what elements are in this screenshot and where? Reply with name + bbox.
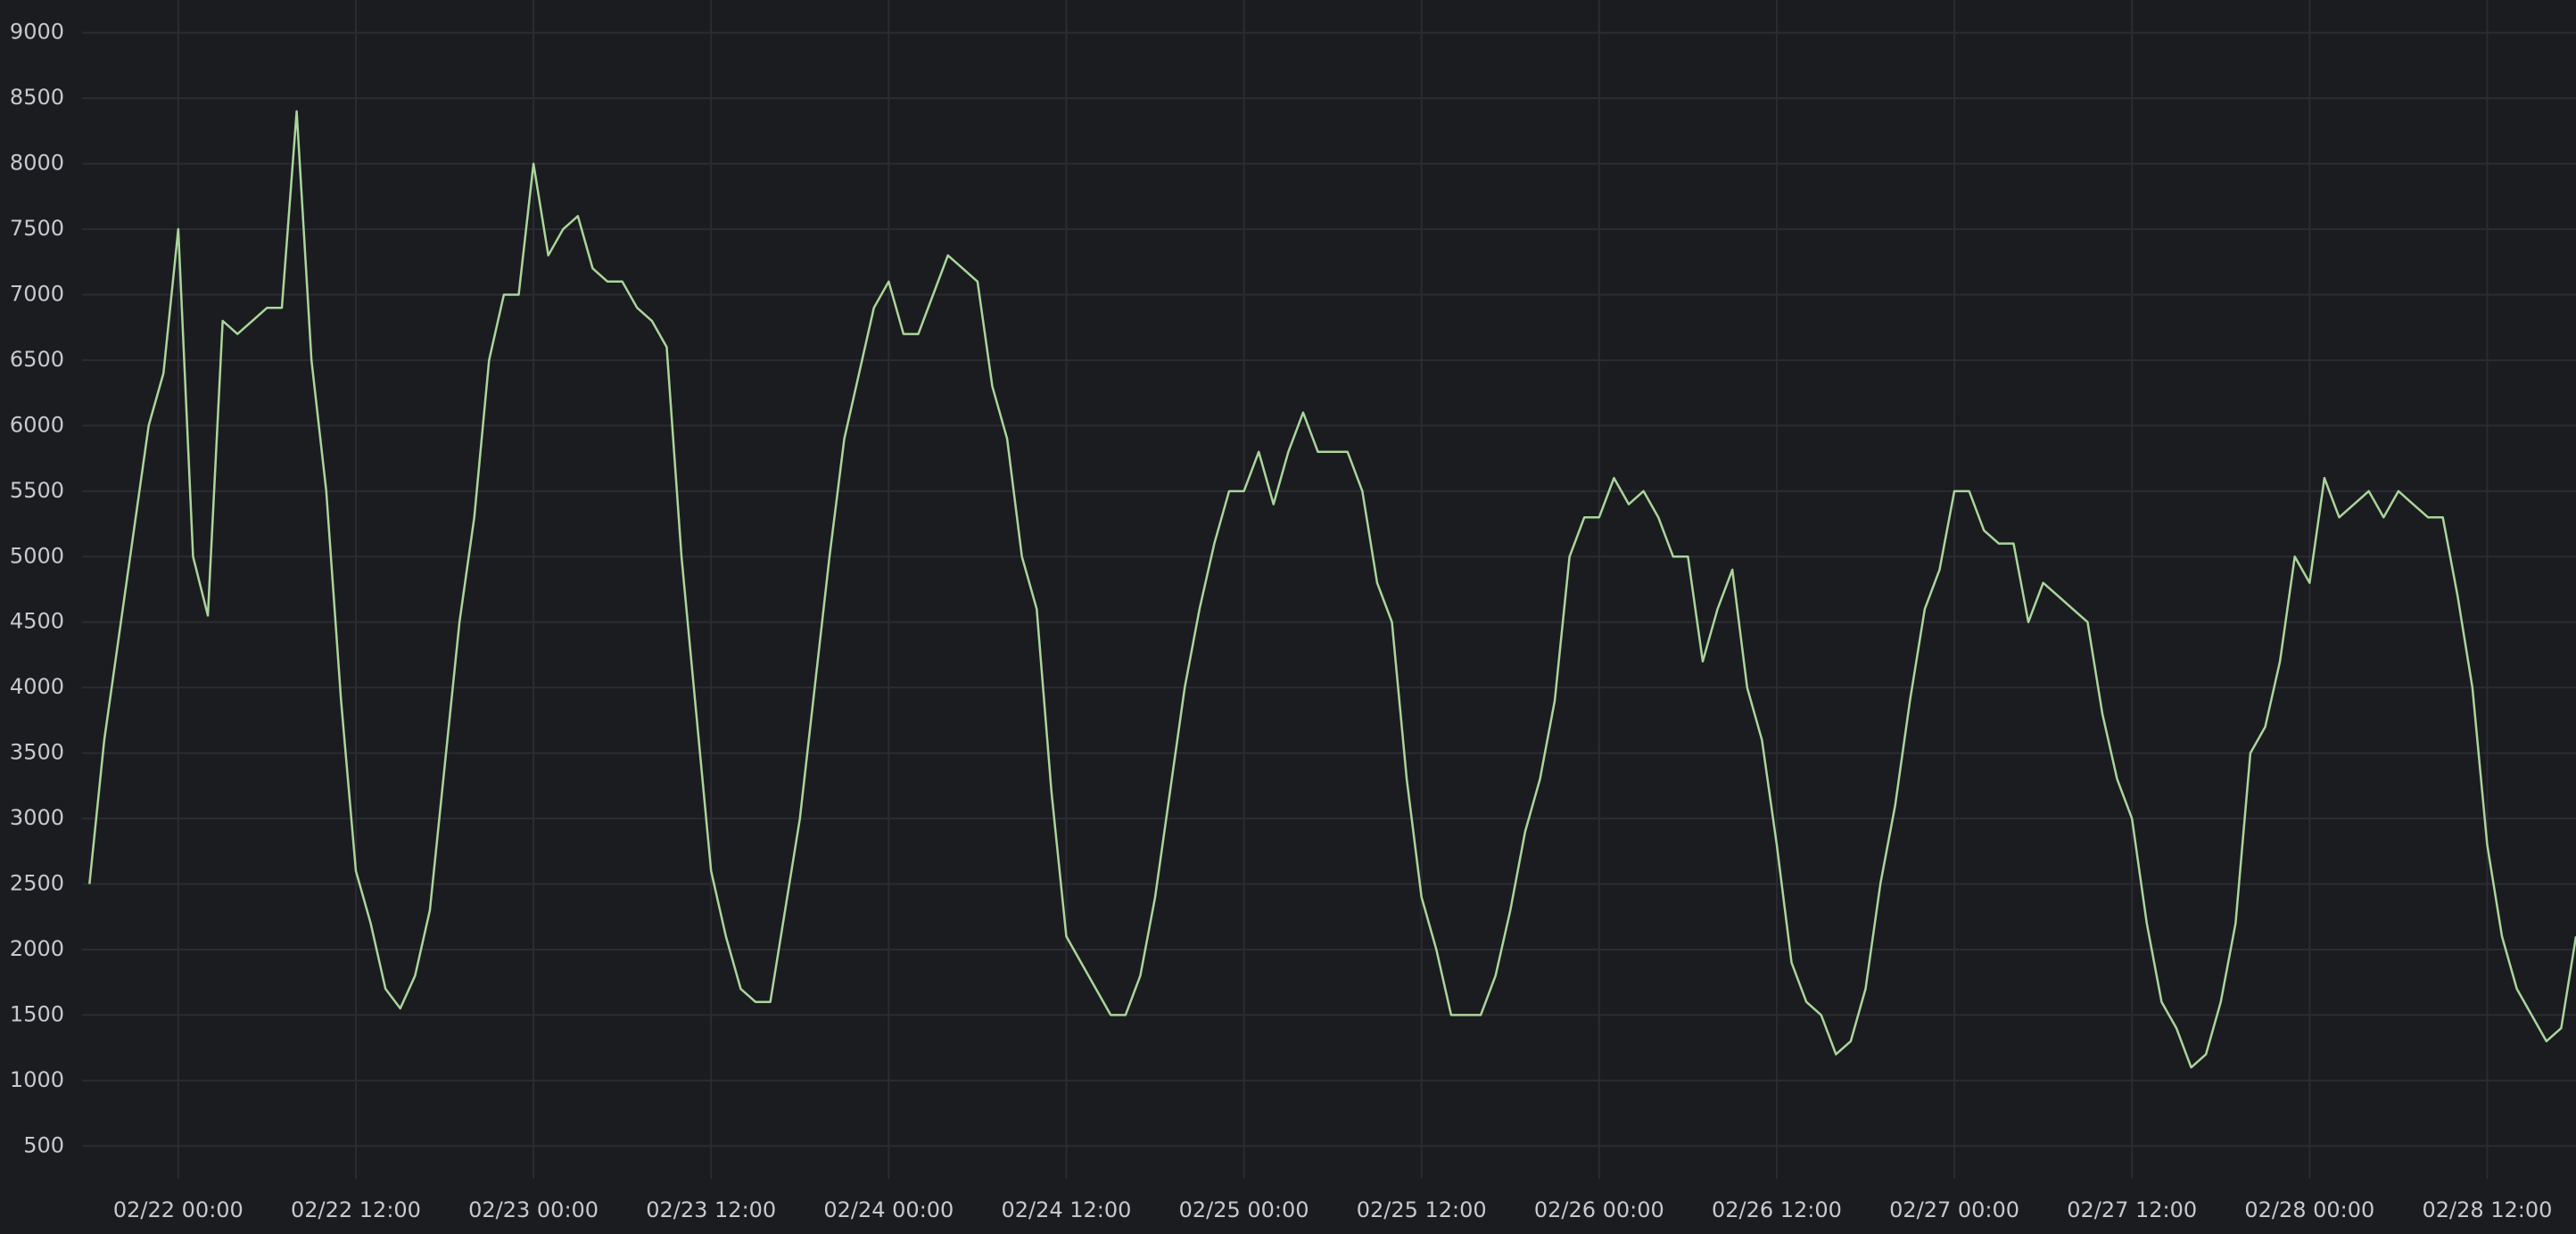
y-tick-label: 5000 (10, 543, 64, 568)
y-tick-label: 2000 (10, 936, 64, 961)
x-tick-label: 02/24 12:00 (1001, 1197, 1131, 1222)
x-tick-label: 02/28 12:00 (2422, 1197, 2552, 1222)
x-tick-label: 02/27 00:00 (1889, 1197, 2019, 1222)
x-tick-label: 02/23 12:00 (646, 1197, 776, 1222)
x-tick-label: 02/23 00:00 (468, 1197, 599, 1222)
y-tick-label: 7500 (10, 216, 64, 241)
x-tick-label: 02/25 00:00 (1179, 1197, 1309, 1222)
y-tick-label: 3500 (10, 740, 64, 765)
x-tick-label: 02/22 12:00 (291, 1197, 421, 1222)
y-tick-label: 500 (23, 1132, 64, 1157)
x-tick-label: 02/22 00:00 (113, 1197, 244, 1222)
x-tick-label: 02/26 12:00 (1712, 1197, 1842, 1222)
data-line (88, 110, 2576, 1069)
y-tick-label: 7000 (10, 282, 64, 307)
y-tick-label: 8000 (10, 151, 64, 176)
x-tick-label: 02/28 00:00 (2244, 1197, 2374, 1222)
y-tick-label: 4000 (10, 674, 64, 699)
y-tick-label: 2500 (10, 871, 64, 896)
x-tick-label: 02/25 12:00 (1357, 1197, 1487, 1222)
y-tick-label: 6000 (10, 412, 64, 437)
y-tick-label: 1500 (10, 1001, 64, 1026)
x-tick-label: 02/24 00:00 (823, 1197, 954, 1222)
y-tick-label: 3000 (10, 805, 64, 830)
y-tick-label: 4500 (10, 609, 64, 634)
y-tick-label: 1000 (10, 1067, 64, 1092)
y-tick-label: 9000 (10, 20, 64, 45)
y-tick-label: 8500 (10, 85, 64, 110)
x-tick-label: 02/27 12:00 (2067, 1197, 2197, 1222)
y-tick-label: 5500 (10, 478, 64, 503)
y-tick-label: 6500 (10, 347, 64, 372)
x-tick-label: 02/26 00:00 (1534, 1197, 1664, 1222)
